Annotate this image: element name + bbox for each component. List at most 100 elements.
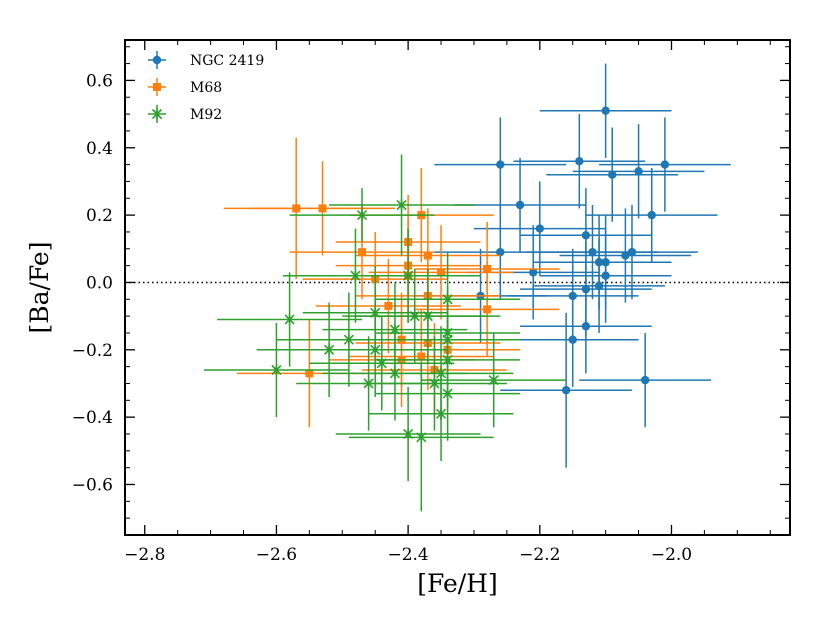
point-marker bbox=[437, 268, 446, 277]
data-point bbox=[362, 336, 507, 431]
y-tick-label: −0.2 bbox=[72, 341, 113, 361]
data-point bbox=[250, 161, 395, 256]
x-axis-title: [Fe/H] bbox=[417, 569, 498, 598]
data-point bbox=[572, 124, 705, 219]
point-marker bbox=[416, 431, 427, 443]
data-point bbox=[500, 312, 632, 468]
point-marker bbox=[647, 210, 656, 220]
data-point bbox=[539, 228, 672, 323]
data-point bbox=[335, 386, 481, 482]
point-marker bbox=[496, 247, 505, 257]
legend-marker bbox=[153, 83, 161, 91]
point-marker bbox=[660, 160, 670, 169]
point-marker bbox=[442, 388, 453, 399]
data-point bbox=[513, 114, 646, 209]
data-point bbox=[559, 208, 692, 303]
data-point bbox=[217, 272, 363, 367]
point-marker bbox=[581, 322, 591, 331]
data-point bbox=[348, 363, 494, 512]
data-point bbox=[309, 316, 455, 411]
data-point bbox=[289, 188, 435, 243]
data-point bbox=[414, 262, 560, 357]
data-point bbox=[434, 117, 567, 212]
data-point bbox=[315, 258, 461, 354]
y-tick-label: 0.6 bbox=[86, 71, 113, 91]
point-marker bbox=[640, 375, 650, 385]
point-marker bbox=[358, 248, 367, 257]
point-marker bbox=[608, 170, 617, 179]
point-marker bbox=[496, 160, 505, 169]
point-marker bbox=[396, 199, 407, 211]
point-marker bbox=[483, 305, 492, 314]
point-marker bbox=[561, 386, 571, 395]
y-axis-title: [Ba/Fe] bbox=[25, 242, 54, 334]
data-point bbox=[355, 268, 501, 364]
data-point bbox=[454, 157, 586, 253]
legend-label: M68 bbox=[190, 80, 222, 96]
point-marker bbox=[515, 200, 525, 210]
data-point bbox=[579, 332, 711, 428]
point-marker bbox=[403, 270, 414, 282]
point-marker bbox=[529, 268, 538, 277]
x-tick-label: −2.0 bbox=[651, 545, 692, 565]
legend-entry: M68 bbox=[148, 78, 222, 96]
point-marker bbox=[601, 271, 610, 280]
point-marker bbox=[376, 357, 387, 369]
y-tick-label: −0.6 bbox=[72, 475, 113, 495]
point-marker bbox=[370, 344, 381, 356]
plot-frame bbox=[124, 39, 791, 536]
point-marker bbox=[435, 408, 447, 420]
y-tick-label: 0.0 bbox=[86, 273, 113, 293]
data-point bbox=[335, 228, 481, 323]
legend: NGC 2419 M68 M92 bbox=[148, 51, 264, 123]
x-tick-label: −2.8 bbox=[124, 545, 165, 565]
data-point bbox=[599, 117, 731, 212]
legend-label: M92 bbox=[190, 107, 222, 123]
point-marker bbox=[634, 167, 643, 176]
data-point bbox=[566, 205, 698, 300]
point-marker bbox=[284, 314, 295, 325]
data-point bbox=[506, 292, 639, 387]
data-point bbox=[368, 225, 514, 320]
point-marker bbox=[535, 224, 545, 233]
point-marker bbox=[343, 334, 354, 346]
data-points-group bbox=[204, 63, 731, 512]
point-marker bbox=[601, 106, 610, 115]
point-marker bbox=[627, 247, 637, 257]
data-point bbox=[520, 279, 652, 374]
point-marker bbox=[422, 310, 433, 322]
data-point bbox=[302, 302, 448, 397]
legend-entry: M92 bbox=[148, 105, 222, 123]
point-marker bbox=[575, 157, 584, 166]
point-marker bbox=[581, 231, 591, 240]
point-marker bbox=[271, 364, 282, 376]
y-tick-label: −0.4 bbox=[72, 408, 113, 428]
data-point bbox=[585, 167, 718, 263]
x-tick-label: −2.6 bbox=[256, 545, 297, 565]
point-marker bbox=[318, 204, 327, 213]
data-point bbox=[539, 63, 672, 158]
data-point bbox=[368, 366, 514, 461]
legend-marker bbox=[152, 55, 162, 65]
axes-group: −2.8 −2.6 −2.4 −2.2 −2.0 −0.6 −0.4 −0.2 0.0 0.2 0.… bbox=[72, 39, 791, 565]
data-point bbox=[473, 181, 606, 276]
x-tick-label: −2.4 bbox=[387, 545, 428, 565]
data-point bbox=[546, 127, 679, 222]
point-marker bbox=[417, 352, 426, 361]
data-point bbox=[204, 322, 349, 418]
y-tick-label: 0.4 bbox=[86, 139, 113, 159]
legend-label: NGC 2419 bbox=[190, 53, 264, 69]
point-marker bbox=[621, 251, 630, 260]
data-point bbox=[329, 154, 474, 256]
point-marker bbox=[429, 378, 440, 389]
point-marker bbox=[305, 369, 314, 378]
point-marker bbox=[594, 281, 604, 291]
x-tick-label: −2.2 bbox=[519, 545, 560, 565]
point-marker bbox=[384, 302, 393, 311]
series-m92 bbox=[204, 154, 567, 512]
data-point bbox=[375, 346, 521, 441]
series-ngc-2419 bbox=[414, 63, 731, 468]
legend-entry: NGC 2419 bbox=[148, 51, 264, 69]
legend-marker bbox=[151, 108, 163, 120]
